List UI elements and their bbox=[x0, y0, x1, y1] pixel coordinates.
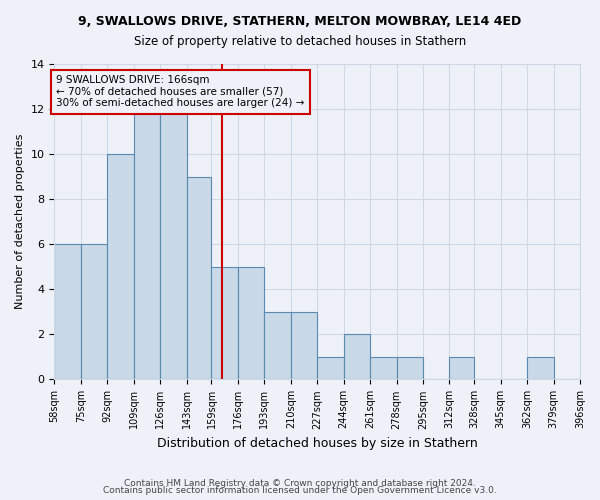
Text: 9 SWALLOWS DRIVE: 166sqm
← 70% of detached houses are smaller (57)
30% of semi-d: 9 SWALLOWS DRIVE: 166sqm ← 70% of detach… bbox=[56, 76, 304, 108]
Bar bbox=[449, 357, 474, 380]
Bar bbox=[107, 154, 134, 380]
Bar bbox=[160, 109, 187, 380]
Bar bbox=[211, 267, 238, 380]
X-axis label: Distribution of detached houses by size in Stathern: Distribution of detached houses by size … bbox=[157, 437, 478, 450]
Bar bbox=[55, 244, 81, 380]
Bar bbox=[291, 312, 317, 380]
Bar bbox=[527, 357, 554, 380]
Bar bbox=[238, 267, 265, 380]
Bar bbox=[265, 312, 291, 380]
Text: Contains public sector information licensed under the Open Government Licence v3: Contains public sector information licen… bbox=[103, 486, 497, 495]
Bar bbox=[134, 109, 160, 380]
Text: Size of property relative to detached houses in Stathern: Size of property relative to detached ho… bbox=[134, 35, 466, 48]
Y-axis label: Number of detached properties: Number of detached properties bbox=[15, 134, 25, 310]
Bar bbox=[81, 244, 107, 380]
Bar bbox=[317, 357, 344, 380]
Bar bbox=[397, 357, 423, 380]
Bar bbox=[344, 334, 370, 380]
Bar bbox=[187, 176, 211, 380]
Bar bbox=[370, 357, 397, 380]
Text: Contains HM Land Registry data © Crown copyright and database right 2024.: Contains HM Land Registry data © Crown c… bbox=[124, 478, 476, 488]
Text: 9, SWALLOWS DRIVE, STATHERN, MELTON MOWBRAY, LE14 4ED: 9, SWALLOWS DRIVE, STATHERN, MELTON MOWB… bbox=[79, 15, 521, 28]
